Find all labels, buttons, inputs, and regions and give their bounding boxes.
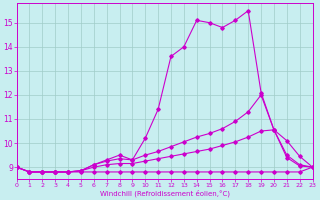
- X-axis label: Windchill (Refroidissement éolien,°C): Windchill (Refroidissement éolien,°C): [100, 189, 229, 197]
